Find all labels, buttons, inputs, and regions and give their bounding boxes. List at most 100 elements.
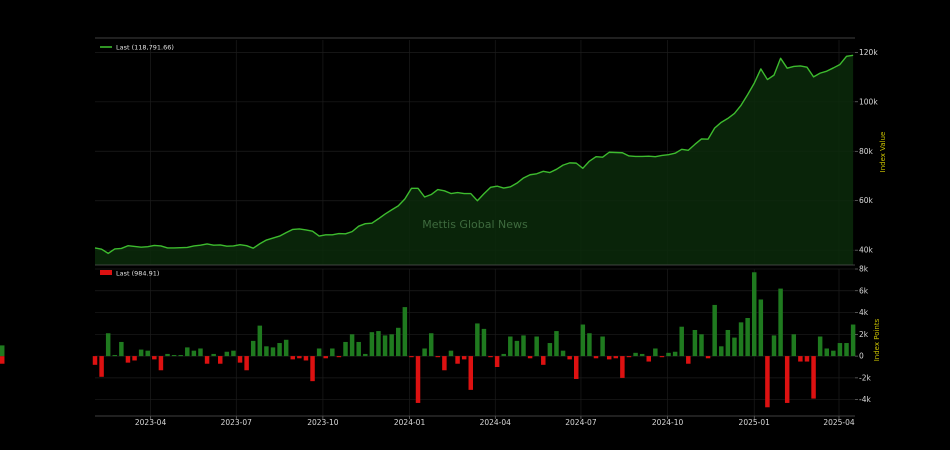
index-points-bar [541, 356, 546, 365]
index-points-bar [303, 356, 309, 361]
index-points-bar [646, 356, 651, 362]
index-points-bar [527, 356, 533, 359]
index-value-legend: Last (118,791.66) [100, 44, 174, 52]
index-points-bar [771, 335, 777, 357]
index-points-bar [92, 356, 98, 365]
index-points-bar [382, 335, 388, 357]
x-tick-label: 2024-10 [652, 418, 684, 427]
index-points-bar [435, 356, 441, 358]
index-points-bar [178, 355, 183, 357]
x-tick-label: 2023-10 [307, 418, 339, 427]
index-points-bar [198, 348, 203, 357]
index-points-bar [817, 336, 823, 357]
index-points-bar [837, 343, 843, 357]
index-points-bar [679, 326, 684, 357]
index-points-bar [402, 307, 408, 357]
index-points-bar [448, 350, 454, 357]
index-points-bar [804, 356, 810, 362]
x-tick-label: 2024-04 [480, 418, 512, 427]
index-points-bar [844, 343, 849, 357]
index-points-bar [461, 356, 467, 360]
index-points-bar [758, 299, 764, 357]
index-value-y-tick-label: 60k [859, 196, 874, 205]
index-points-y-tick-label: 2k [859, 330, 869, 339]
index-points-bar [376, 331, 381, 357]
index-points-bar [494, 356, 500, 367]
index-points-bar [653, 348, 658, 357]
index-points-bar [481, 328, 487, 357]
index-points-bar [152, 356, 157, 360]
index-points-bar [850, 324, 856, 357]
index-points-bar [336, 356, 342, 358]
index-points-bar [606, 356, 612, 360]
index-points-bar [415, 356, 421, 403]
index-points-bar [389, 334, 394, 357]
index-value-line [94, 54, 854, 255]
index-points-bar [356, 341, 361, 357]
index-points-bar [600, 336, 605, 357]
index-value-y-tick-label: 80k [859, 147, 874, 156]
index-points-bar [422, 348, 427, 357]
index-points-bar [264, 346, 269, 357]
index-points-bar [468, 356, 473, 390]
index-points-bar [191, 350, 197, 357]
index-points-bar [237, 356, 243, 363]
index-points-bar [580, 324, 586, 357]
index-points-bar [613, 356, 619, 359]
index-points-bar [791, 334, 797, 357]
index-points-bar [547, 343, 553, 357]
index-points-legend-swatch [100, 270, 112, 275]
index-points-bar [270, 347, 276, 357]
index-points-bar [442, 356, 447, 371]
x-tick-label: 2023-04 [135, 418, 167, 427]
index-points-bar [277, 343, 282, 357]
index-points-bar [0, 356, 5, 364]
index-points-bar [475, 323, 480, 357]
index-points-bar [125, 356, 131, 363]
index-points-bar [745, 318, 750, 357]
index-points-bar [633, 352, 638, 357]
index-points-bar [508, 336, 513, 357]
index-points-bar [224, 351, 230, 357]
index-points-bar [428, 333, 434, 357]
index-points-bar [620, 356, 625, 378]
index-points-bar [145, 350, 150, 357]
index-value-y-tick-label: 100k [859, 97, 878, 106]
index-points-y-tick-label: 4k [859, 308, 869, 317]
index-points-bar [666, 352, 671, 357]
x-tick-label: 2025-04 [823, 418, 855, 427]
index-points-bar [554, 331, 559, 357]
index-points-bar [244, 356, 249, 371]
index-points-bar [765, 356, 770, 408]
index-value-area [94, 54, 854, 265]
index-points-bar [824, 348, 829, 357]
index-points-bar [105, 333, 111, 357]
index-points-bar [283, 339, 289, 357]
index-points-axis-title: Index Points [873, 318, 881, 361]
index-points-bar [455, 356, 460, 364]
x-tick-label: 2025-01 [739, 418, 771, 427]
index-points-bar [574, 356, 579, 379]
index-points-bar [323, 356, 328, 359]
index-points-y-tick-label: -2k [859, 373, 871, 382]
index-points-bar [250, 340, 256, 357]
index-points-bar [811, 356, 816, 399]
index-points-bar [712, 304, 717, 357]
index-value-area-fill [95, 55, 854, 265]
index-points-bar [349, 334, 355, 357]
index-points-bar [692, 329, 698, 357]
index-value-y-tick-label: 40k [859, 246, 874, 255]
index-points-bar [778, 288, 783, 357]
index-points-bar [587, 333, 592, 357]
index-points-bar [257, 325, 263, 357]
index-points-bar [297, 356, 302, 359]
index-points-bar [738, 322, 744, 357]
index-points-bar [534, 336, 539, 357]
index-value-y-ticks: 40k 60k 80k 100k 120k [855, 48, 878, 255]
index-points-bar [732, 337, 737, 357]
index-points-bar [171, 355, 177, 357]
index-points-bar [138, 349, 144, 357]
index-points-bar [369, 332, 375, 357]
date-x-ticks: 2023-04 2023-07 2023-10 2024-01 2024-04 2024-… [135, 416, 855, 427]
index-points-y-tick-label: 0 [859, 352, 864, 361]
